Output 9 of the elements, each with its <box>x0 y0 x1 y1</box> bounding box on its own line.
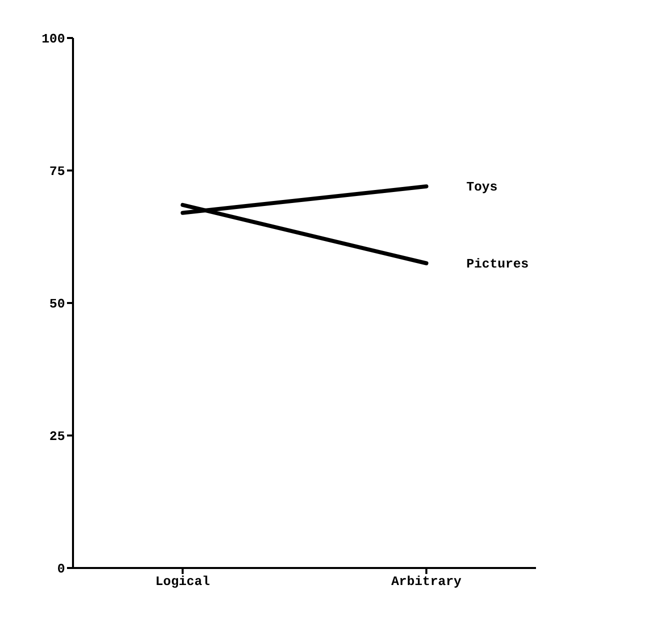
x-tick-label: Arbitrary <box>391 574 462 590</box>
text: Pictures <box>466 256 529 272</box>
y-tick-label: 100 <box>42 32 66 47</box>
y-tick-label: 75 <box>49 164 66 180</box>
y-tick-label: 0 <box>57 562 66 577</box>
y-tick-label: 25 <box>49 429 66 444</box>
y-tick-label: 50 <box>49 296 66 312</box>
x-tick-label: Logical <box>155 574 210 590</box>
text: Toys <box>466 179 498 194</box>
